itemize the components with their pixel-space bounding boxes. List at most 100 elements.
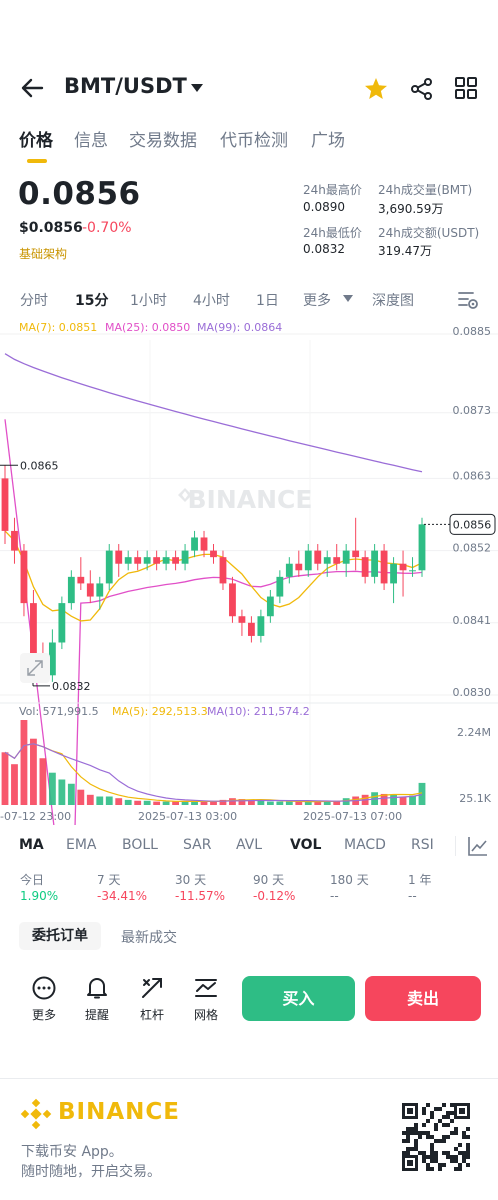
candle-body: [219, 557, 227, 584]
ind-ma[interactable]: MA: [19, 837, 44, 853]
volume-bar: [124, 799, 132, 805]
perf-value: -34.41%: [97, 889, 148, 903]
qr-module: [434, 1151, 438, 1155]
alert-button[interactable]: 提醒: [75, 976, 119, 1023]
candle-body: [30, 603, 37, 663]
qr-module: [426, 1155, 430, 1159]
candle-body: [115, 550, 123, 564]
qr-module: [446, 1123, 450, 1127]
perf-label: 30 天: [175, 873, 207, 887]
qr-finder: [454, 1103, 457, 1119]
volume-bar: [172, 801, 180, 805]
qr-module: [430, 1115, 434, 1119]
tf-depth[interactable]: 深度图: [372, 293, 414, 309]
qr-module: [418, 1135, 422, 1139]
qr-module: [434, 1127, 438, 1131]
qr-module: [434, 1155, 438, 1159]
candle-body: [323, 557, 331, 564]
qr-finder: [402, 1168, 418, 1171]
qr-module: [462, 1131, 466, 1135]
grid-trading-button[interactable]: 网格: [184, 976, 228, 1023]
ind-sar[interactable]: SAR: [183, 837, 212, 853]
qr-module: [450, 1111, 454, 1115]
qr-module: [458, 1151, 462, 1155]
indicator-chart-icon[interactable]: [468, 836, 488, 856]
tf-1h[interactable]: 1小时: [130, 293, 167, 309]
ind-ema[interactable]: EMA: [66, 837, 97, 853]
qr-module: [406, 1139, 410, 1143]
tab-info[interactable]: 信息: [74, 131, 108, 151]
tf-15m[interactable]: 15分: [75, 293, 109, 309]
ma25-legend: MA(25): 0.0850: [105, 321, 190, 334]
candle-body: [399, 563, 407, 571]
qr-module: [430, 1159, 434, 1163]
candle-body: [105, 550, 113, 584]
more-icon: [32, 976, 56, 1000]
volume-bar: [257, 800, 265, 805]
vol-quote-value: 319.47万: [378, 244, 432, 258]
qr-module: [466, 1155, 470, 1159]
tab-token-check[interactable]: 代币检测: [220, 131, 288, 151]
qr-finder: [402, 1116, 418, 1119]
grid-icon[interactable]: [455, 77, 477, 99]
tab-latest-trades[interactable]: 最新成交: [121, 930, 177, 946]
candle-body: [153, 557, 161, 564]
more-button[interactable]: 更多: [22, 976, 66, 1023]
chevron-down-icon[interactable]: [190, 83, 204, 93]
expand-icon[interactable]: [20, 653, 50, 683]
sell-button[interactable]: 卖出: [365, 976, 481, 1021]
more-caret-icon[interactable]: [343, 295, 353, 302]
download-qr-code[interactable]: [402, 1103, 470, 1171]
ind-vol[interactable]: VOL: [290, 837, 322, 853]
tab-price[interactable]: 价格: [19, 131, 53, 151]
tf-1d[interactable]: 1日: [256, 293, 279, 309]
ind-rsi[interactable]: RSI: [411, 837, 434, 853]
candle-body: [390, 563, 397, 584]
pair-title[interactable]: BMT/USDT: [64, 74, 187, 98]
qr-module: [454, 1167, 458, 1171]
tf-4h[interactable]: 4小时: [193, 293, 230, 309]
share-icon[interactable]: [410, 77, 434, 101]
candle-body: [181, 550, 189, 564]
tf-line[interactable]: 分时: [20, 293, 48, 309]
vol-axis-max: 2.24M: [457, 726, 491, 739]
tf-more[interactable]: 更多: [303, 293, 331, 309]
buy-button[interactable]: 买入: [242, 976, 355, 1021]
volume-bar: [96, 796, 104, 805]
perf-value: --: [408, 889, 417, 903]
vol-ma10-line: [4, 743, 423, 802]
volume-bar: [30, 738, 37, 805]
perf-value: 1.90%: [20, 889, 59, 903]
qr-module: [454, 1131, 458, 1135]
chart-settings-icon[interactable]: [458, 290, 480, 310]
qr-module: [434, 1107, 438, 1111]
candle-body: [380, 550, 388, 584]
brand-wordmark: BINANCE: [58, 1099, 180, 1125]
category-tag[interactable]: 基础架构: [19, 247, 68, 261]
ind-macd[interactable]: MACD: [344, 837, 386, 853]
candle-body: [124, 557, 132, 564]
candle-body: [371, 550, 379, 577]
ind-avl[interactable]: AVL: [236, 837, 263, 853]
tab-open-orders[interactable]: 委托订单: [19, 922, 101, 950]
price-axis-label: 0.0873: [453, 404, 492, 417]
perf-label: 180 天: [330, 873, 369, 887]
tab-trading-data[interactable]: 交易数据: [129, 131, 197, 151]
star-icon[interactable]: [364, 77, 388, 100]
download-line-2: 随时随地，开启交易。: [21, 1164, 161, 1180]
tab-square[interactable]: 广场: [311, 131, 345, 151]
back-arrow-icon[interactable]: [20, 77, 44, 99]
qr-finder: [415, 1103, 418, 1119]
vol-ma5-line: [4, 743, 423, 803]
candle-body: [409, 570, 416, 572]
qr-module: [422, 1107, 426, 1111]
qr-module: [430, 1111, 434, 1115]
qr-module: [454, 1147, 458, 1151]
candle-body: [304, 550, 312, 571]
qr-module: [438, 1139, 442, 1143]
qr-module: [422, 1159, 426, 1163]
ind-boll[interactable]: BOLL: [122, 837, 158, 853]
low-value: 0.0832: [303, 242, 345, 256]
leverage-button[interactable]: 杠杆: [130, 976, 174, 1023]
candlestick-chart[interactable]: MA(7): 0.0851 MA(25): 0.0850 MA(99): 0.086…: [0, 320, 498, 825]
